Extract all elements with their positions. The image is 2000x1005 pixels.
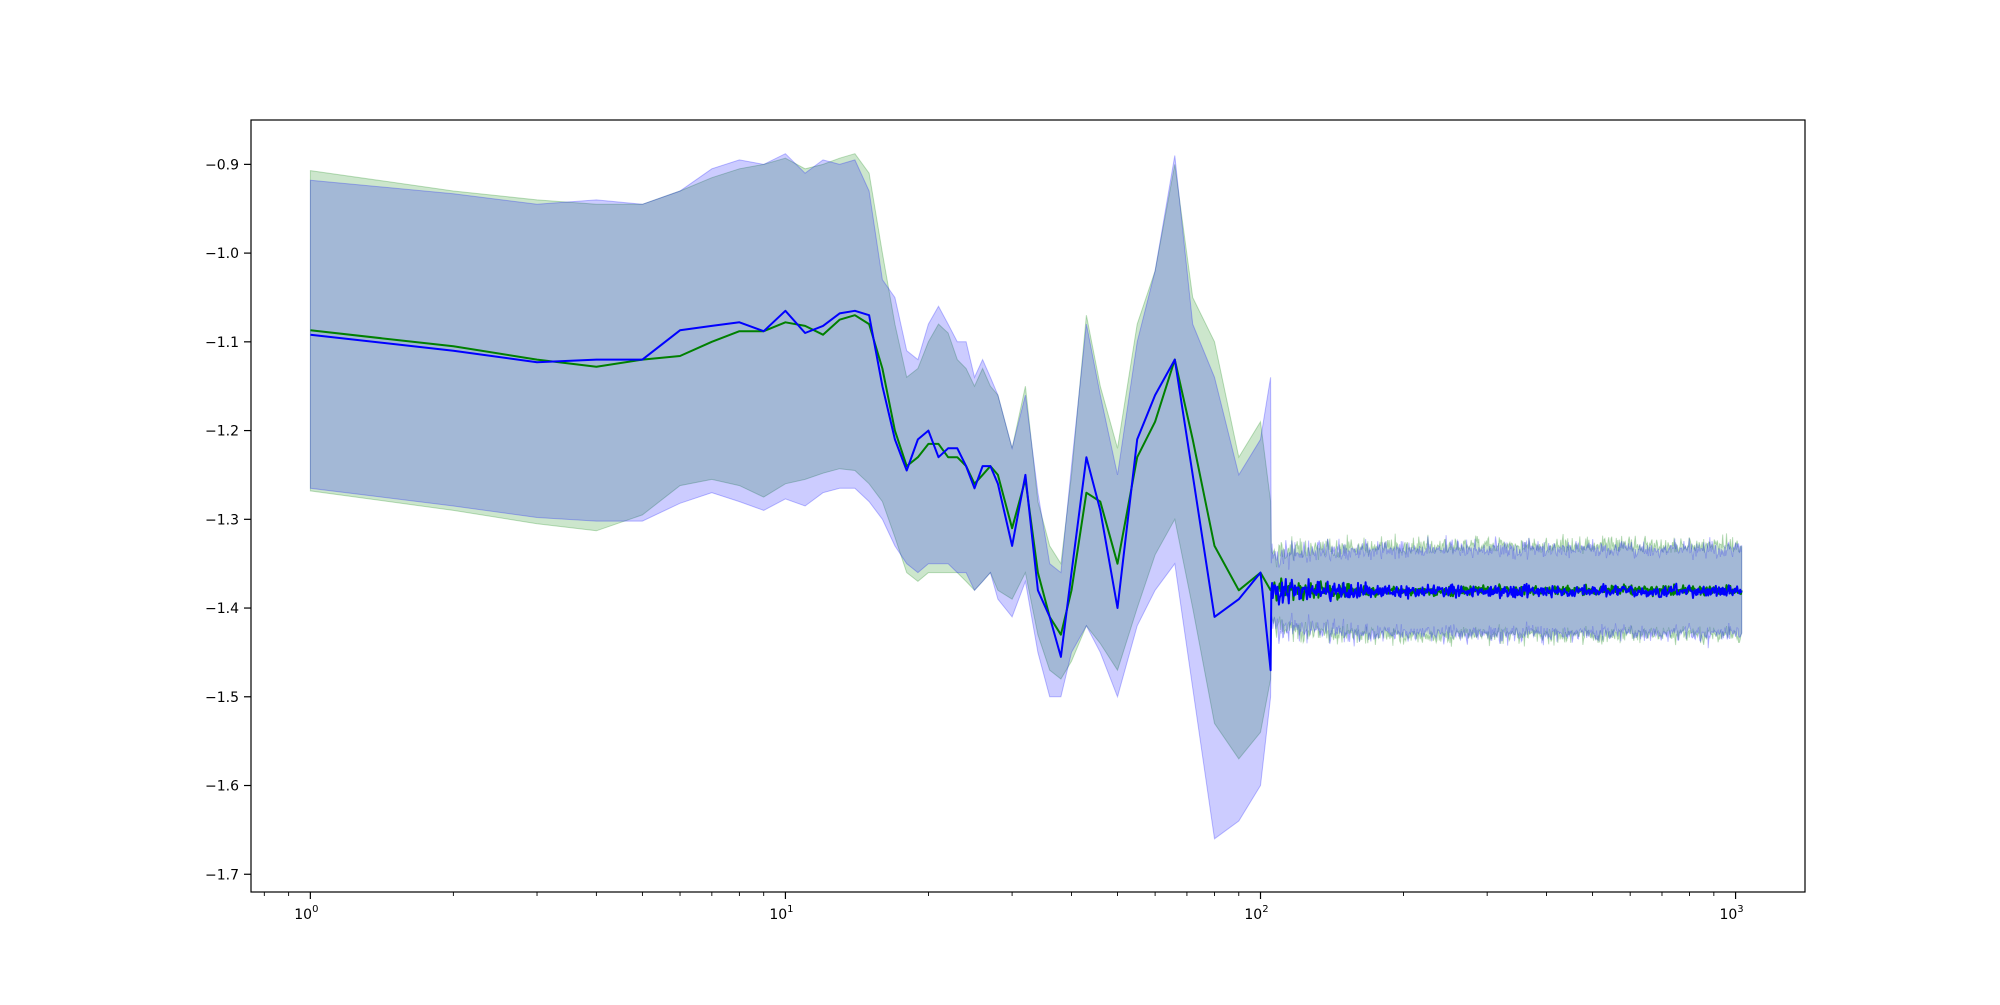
y-tick-label: −1.6 <box>205 779 239 795</box>
x-tick-label: 103 <box>1719 904 1743 923</box>
y-tick-label: −0.9 <box>205 157 239 173</box>
series-line-1 <box>310 309 1743 672</box>
x-tick-label: 100 <box>294 904 318 923</box>
x-tick-label: 101 <box>769 904 793 923</box>
y-axis: −0.9 −1.0 −1.1 −1.2 −1.3 −1.4 −1.5 −1.6 −1.7 <box>205 157 251 883</box>
y-tick-label: −1.5 <box>205 690 239 706</box>
y-tick-label: −1.0 <box>205 246 239 262</box>
series-band-1 <box>309 153 1743 840</box>
y-tick-label: −1.1 <box>205 335 239 351</box>
confidence-bands <box>309 153 1743 840</box>
series-lines <box>310 309 1743 672</box>
y-tick-label: −1.2 <box>205 424 239 440</box>
x-tick-label: 102 <box>1244 904 1268 923</box>
plot-area-frame <box>250 119 1806 893</box>
y-tick-label: −1.3 <box>205 512 239 528</box>
x-axis: 100 101 102 103 <box>263 892 1744 923</box>
series-band-0 <box>309 153 1743 760</box>
y-tick-label: −1.4 <box>205 601 239 617</box>
y-tick-label: −1.7 <box>205 867 239 883</box>
